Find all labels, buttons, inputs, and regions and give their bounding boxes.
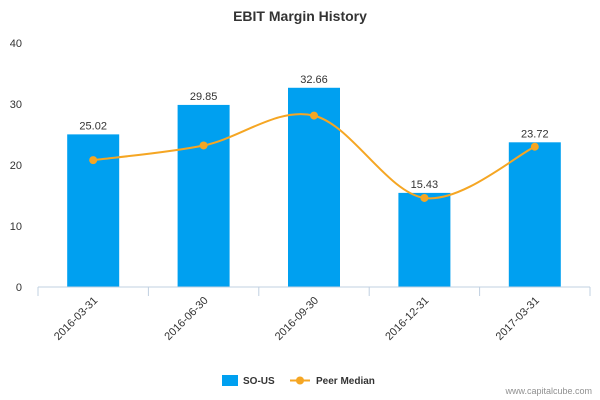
legend-label-so-us: SO-US bbox=[243, 376, 275, 387]
bar-so-us bbox=[398, 192, 451, 287]
bar-so-us bbox=[508, 142, 561, 287]
bar-data-label: 15.43 bbox=[411, 179, 439, 191]
y-tick-label: 10 bbox=[10, 221, 22, 233]
peer-median-point bbox=[89, 156, 98, 165]
data-labels: 25.02 29.85 32.66 15.43 23.72 bbox=[79, 74, 548, 191]
y-tick-label: 0 bbox=[16, 282, 22, 294]
x-tick-label: 2016-06-30 bbox=[162, 295, 210, 343]
x-tick-label: 2016-09-30 bbox=[273, 295, 321, 343]
peer-median-point bbox=[199, 141, 208, 150]
x-tick-label: 2016-03-31 bbox=[52, 295, 100, 343]
peer-median-series bbox=[89, 111, 539, 202]
y-tick-label: 40 bbox=[10, 38, 22, 50]
bar-data-label: 25.02 bbox=[79, 120, 107, 132]
legend-swatch-so-us bbox=[222, 375, 238, 386]
bar-series bbox=[67, 87, 561, 287]
x-tick-label: 2016-12-31 bbox=[383, 295, 431, 343]
bar-data-label: 32.66 bbox=[300, 74, 328, 86]
legend: SO-US Peer Median bbox=[222, 375, 375, 387]
chart-title: EBIT Margin History bbox=[233, 8, 367, 24]
credit-text: www.capitalcube.com bbox=[504, 386, 592, 396]
y-tick-label: 20 bbox=[10, 160, 22, 172]
x-axis: 2016-03-31 2016-06-30 2016-09-30 2016-12-31… bbox=[37, 287, 591, 343]
bar-data-label: 23.72 bbox=[521, 128, 549, 140]
x-tick-label: 2017-03-31 bbox=[494, 295, 542, 343]
legend-label-peer-median: Peer Median bbox=[316, 376, 375, 387]
bar-data-label: 29.85 bbox=[190, 91, 218, 103]
peer-median-point bbox=[310, 111, 318, 120]
bar-so-us bbox=[288, 87, 340, 287]
peer-median-point bbox=[420, 193, 429, 202]
peer-median-point bbox=[530, 142, 539, 151]
legend-marker-peer-median bbox=[296, 376, 304, 385]
y-tick-label: 30 bbox=[10, 99, 22, 111]
bar-so-us bbox=[177, 104, 230, 287]
y-axis: 0 10 20 30 40 bbox=[10, 38, 22, 294]
